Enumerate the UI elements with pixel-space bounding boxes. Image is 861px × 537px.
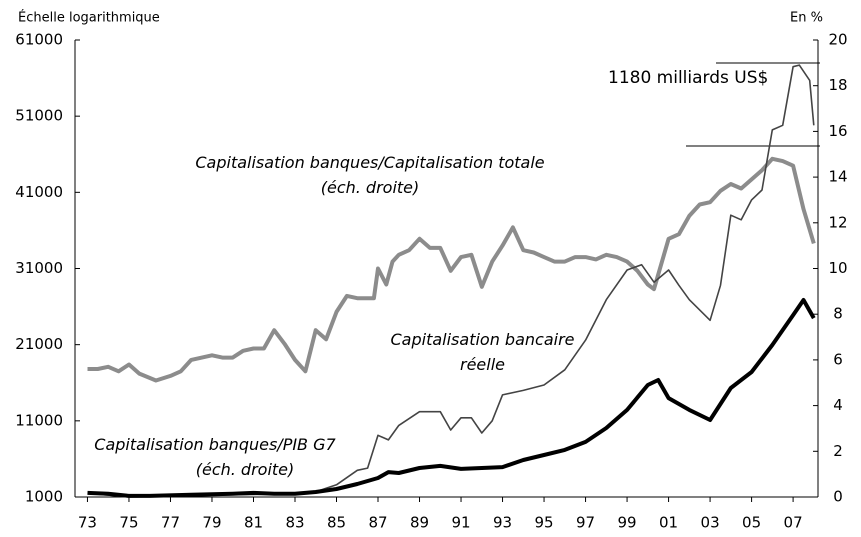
y2-tick-label: 10 <box>828 259 847 277</box>
series-note: (éch. droite) <box>195 460 295 479</box>
x-tick-label: 77 <box>161 514 180 532</box>
x-tick-label: 03 <box>701 514 720 532</box>
series-label: Capitalisation banques/PIB G7 (éch. droit… <box>85 432 345 482</box>
series-name: Capitalisation bancaire réelle <box>390 330 575 374</box>
x-tick-label: 93 <box>493 514 512 532</box>
y-tick-label: 61000 <box>15 31 63 49</box>
y2-tick-label: 0 <box>833 488 843 506</box>
annotation: 1180 milliards US$ <box>608 68 768 88</box>
left-axis-label: Échelle logarithmique <box>18 10 160 26</box>
y2-tick-label: 16 <box>828 122 847 140</box>
y-tick-label: 21000 <box>15 335 63 353</box>
x-tick-label: 01 <box>659 514 678 532</box>
x-tick-label: 79 <box>202 514 221 532</box>
y2-tick-label: 12 <box>828 213 847 231</box>
right-axis-label: En % <box>790 11 823 26</box>
series-label: Capitalisation banques/Capitalisation to… <box>140 150 600 200</box>
x-tick-label: 85 <box>327 514 346 532</box>
y2-tick-label: 18 <box>828 76 847 94</box>
series-name: Capitalisation banques/Capitalisation to… <box>195 153 545 172</box>
y2-tick-label: 8 <box>833 305 843 323</box>
series-line <box>87 298 816 498</box>
x-tick-label: 91 <box>451 514 470 532</box>
x-tick-label: 73 <box>78 514 97 532</box>
x-tick-label: 97 <box>576 514 595 532</box>
y-tick-label: 31000 <box>15 259 63 277</box>
y-tick-label: 51000 <box>15 107 63 125</box>
x-tick-label: 99 <box>618 514 637 532</box>
x-tick-label: 95 <box>534 514 553 532</box>
series-name: Capitalisation banques/PIB G7 <box>94 435 336 454</box>
series-line <box>87 156 816 383</box>
y2-tick-label: 6 <box>833 350 843 368</box>
x-tick-label: 81 <box>244 514 263 532</box>
y-tick-label: 11000 <box>15 411 63 429</box>
series-line <box>87 64 815 498</box>
x-tick-label: 89 <box>410 514 429 532</box>
y2-tick-label: 14 <box>828 168 847 186</box>
x-tick-label: 87 <box>368 514 387 532</box>
series-note: (éch. droite) <box>320 178 420 197</box>
x-tick-label: 05 <box>742 514 761 532</box>
y2-tick-label: 20 <box>828 31 847 49</box>
y2-tick-label: 4 <box>833 396 843 414</box>
y-tick-label: 41000 <box>15 183 63 201</box>
x-tick-label: 75 <box>119 514 138 532</box>
x-tick-label: 07 <box>784 514 803 532</box>
y-tick-label: 1000 <box>25 488 63 506</box>
y2-tick-label: 2 <box>833 442 843 460</box>
series-label: Capitalisation bancaire réelle <box>375 327 590 377</box>
x-tick-label: 83 <box>285 514 304 532</box>
